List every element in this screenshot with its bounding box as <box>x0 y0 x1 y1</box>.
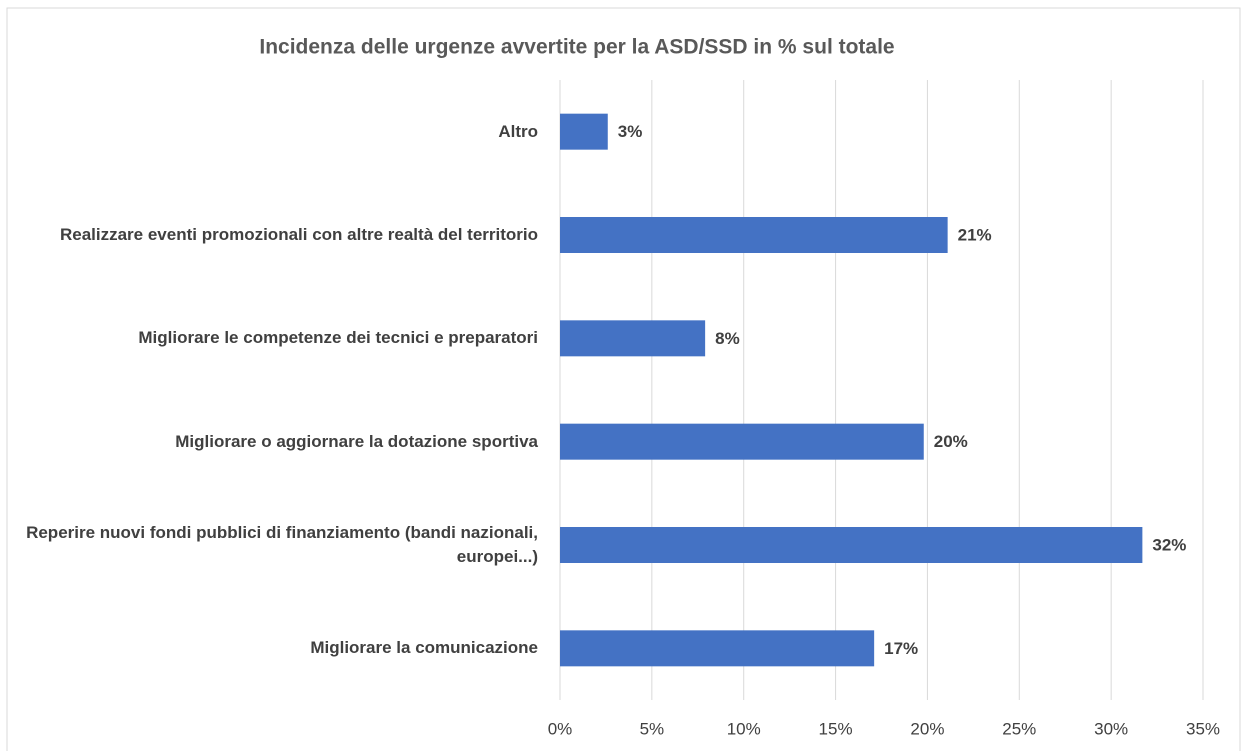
y-tick-label: Reperire nuovi fondi pubblici di finanzi… <box>26 523 538 566</box>
y-tick-label: Realizzare eventi promozionali con altre… <box>59 225 538 244</box>
x-tick-label: 15% <box>819 719 853 738</box>
data-label: 21% <box>958 225 992 244</box>
x-tick-label: 30% <box>1094 719 1128 738</box>
chart-title: Incidenza delle urgenze avvertite per la… <box>259 36 894 59</box>
x-tick-label: 20% <box>910 719 944 738</box>
data-label: 17% <box>884 639 918 658</box>
chart-border <box>6 7 1241 751</box>
y-tick-label: Migliorare o aggiornare la dotazione spo… <box>175 431 538 451</box>
data-label: 3% <box>618 122 643 141</box>
y-tick-label: Altro <box>498 121 538 141</box>
y-tick-label: Migliorare le competenze dei tecnici e p… <box>138 328 538 348</box>
data-label: 8% <box>715 329 740 348</box>
bar <box>560 217 948 253</box>
x-tick-label: 35% <box>1186 719 1220 738</box>
x-tick-label: 25% <box>1002 719 1036 738</box>
y-tick-label: Migliorare la comunicazione <box>310 638 538 658</box>
x-tick-label: 5% <box>640 719 665 738</box>
bar <box>560 113 608 150</box>
data-label: 20% <box>934 432 968 451</box>
bar <box>560 320 706 357</box>
x-tick-label: 10% <box>727 719 761 738</box>
x-tick-label: 0% <box>548 719 573 738</box>
bar <box>560 527 1143 563</box>
data-label: 32% <box>1152 535 1186 554</box>
bar <box>560 630 875 667</box>
bar <box>560 423 924 460</box>
